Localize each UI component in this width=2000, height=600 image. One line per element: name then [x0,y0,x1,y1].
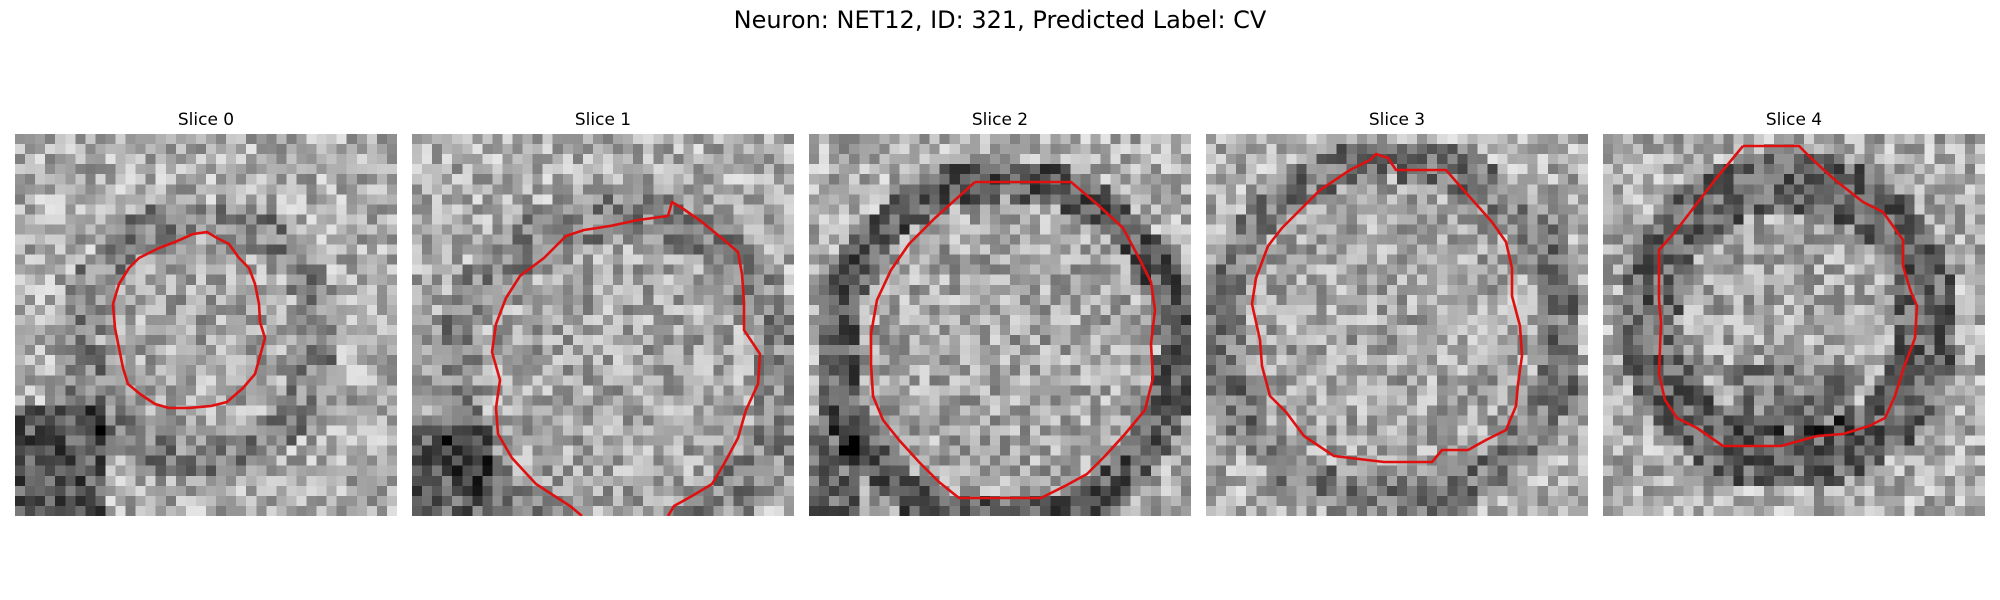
contour-overlay-1 [490,200,762,516]
slice-image-3 [1206,134,1588,516]
contour-line-4 [1657,144,1919,448]
slice-image-1 [412,134,794,516]
contour-overlay-2 [869,180,1157,500]
grayscale-slice-0 [15,134,397,516]
slice-panel-1: Slice 1 [412,108,794,516]
slice-image-4 [1603,134,1985,516]
grayscale-slice-4 [1603,134,1985,516]
contour-overlay-0 [111,230,267,410]
contour-overlay-4 [1657,144,1919,448]
figure-title: Neuron: NET12, ID: 321, Predicted Label:… [733,6,1267,34]
slice-panel-3: Slice 3 [1206,108,1588,516]
slice-title-1: Slice 1 [574,110,632,130]
grayscale-slice-3 [1206,134,1588,516]
slice-image-2 [809,134,1191,516]
slice-panel-0: Slice 0 [15,108,397,516]
contour-line-0 [111,230,267,410]
slice-title-4: Slice 4 [1765,110,1823,130]
slice-image-0 [15,134,397,516]
contour-line-2 [869,180,1157,500]
slice-panel-2: Slice 2 [809,108,1191,516]
slice-panel-4: Slice 4 [1603,108,1985,516]
slice-title-2: Slice 2 [971,110,1029,130]
contour-line-3 [1250,152,1524,464]
slice-title-3: Slice 3 [1368,110,1426,130]
slice-title-0: Slice 0 [177,110,235,130]
contour-overlay-3 [1250,152,1524,464]
contour-line-1 [490,200,762,516]
